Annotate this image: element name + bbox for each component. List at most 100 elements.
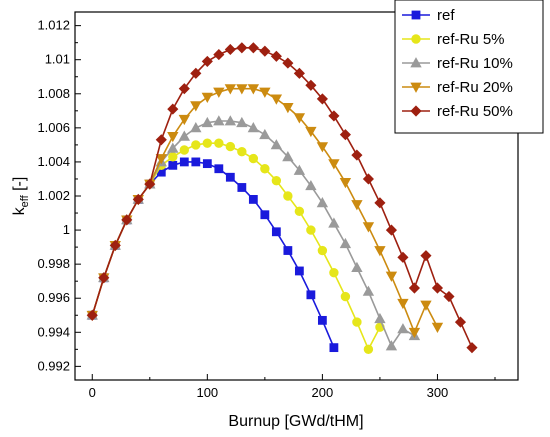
data-point [454, 316, 467, 328]
data-point [190, 101, 202, 112]
data-point [155, 134, 167, 146]
x-axis-title: Burnup [GWd/tHM] [228, 413, 363, 430]
data-point [339, 237, 352, 249]
data-point [109, 239, 121, 251]
data-point [144, 178, 156, 190]
data-point [237, 183, 247, 192]
data-point [339, 129, 351, 141]
data-point [374, 246, 386, 257]
data-point [270, 139, 283, 150]
data-point [408, 327, 421, 339]
data-point [351, 200, 363, 211]
x-tick-label: 200 [312, 385, 334, 400]
data-point [155, 154, 167, 165]
legend-label: ref-Ru 5% [437, 31, 505, 48]
series-layer [86, 42, 478, 355]
data-point [178, 130, 190, 141]
data-point [328, 110, 340, 122]
x-tick-label: 0 [89, 385, 96, 400]
data-point [190, 67, 202, 79]
data-point [282, 103, 294, 114]
legend-label: ref-Ru 20% [437, 79, 513, 96]
data-point [363, 344, 374, 355]
data-point [201, 116, 214, 128]
data-point [224, 43, 236, 56]
data-point [236, 116, 248, 128]
data-point [132, 193, 144, 205]
legend-item: ref-Ru 5% [402, 31, 505, 48]
data-point [362, 285, 375, 296]
legend-marker [411, 34, 421, 44]
data-point [167, 103, 179, 115]
data-point [328, 217, 340, 228]
legend-marker [410, 105, 422, 117]
data-point [225, 172, 235, 182]
data-point [225, 141, 236, 152]
data-point [236, 84, 248, 95]
legend-marker [410, 57, 422, 68]
data-point [178, 83, 190, 95]
data-point [224, 115, 237, 126]
data-point [408, 282, 421, 294]
data-point [270, 50, 282, 62]
legend-item: ref-Ru 10% [402, 55, 513, 72]
data-point [214, 164, 224, 174]
data-point [98, 272, 110, 284]
data-point [316, 142, 329, 153]
data-point [340, 291, 351, 302]
data-point [316, 93, 328, 105]
data-point [466, 342, 478, 354]
data-point [201, 55, 213, 67]
data-point [191, 140, 201, 150]
data-point [329, 343, 339, 353]
data-point [362, 173, 374, 185]
y-tick-label: 1.012 [37, 18, 70, 33]
data-point [178, 114, 190, 126]
legend-item: ref [402, 7, 455, 24]
data-point [259, 128, 271, 140]
data-point [397, 298, 409, 310]
data-point [293, 164, 306, 175]
data-point [168, 160, 178, 170]
data-point [167, 131, 179, 143]
data-point [283, 246, 293, 255]
data-point [420, 300, 432, 311]
data-point [293, 67, 305, 79]
data-point [305, 126, 317, 138]
data-point [443, 290, 455, 303]
data-point [294, 266, 304, 276]
data-point [374, 312, 386, 324]
y-axis-title-suffix: [-] [11, 177, 28, 196]
x-tick-label: 300 [427, 385, 449, 400]
data-point [236, 42, 248, 54]
data-point [397, 323, 409, 334]
data-point [294, 206, 305, 217]
data-point [260, 164, 270, 174]
y-tick-label: 0.996 [37, 290, 70, 305]
data-point [190, 122, 202, 133]
data-point [385, 340, 398, 351]
data-point [259, 87, 271, 98]
y-tick-label: 1.002 [37, 188, 70, 203]
data-point [260, 210, 270, 220]
legend-label: ref [437, 7, 455, 24]
y-tick-label: 1.01 [45, 52, 70, 67]
data-point [248, 195, 258, 204]
y-tick-label: 0.998 [37, 256, 70, 271]
data-point [86, 309, 98, 321]
legend-items: ref ref-Ru 5% ref-Ru 10% ref-Ru 20% ref-Ru 5… [402, 7, 513, 120]
data-point [339, 177, 352, 189]
data-point [247, 42, 259, 54]
y-tick-label: 0.994 [37, 324, 70, 339]
data-point [179, 145, 190, 155]
legend-item: ref-Ru 50% [402, 103, 513, 120]
legend-marker [410, 82, 422, 93]
legend: ref ref-Ru 5% ref-Ru 10% ref-Ru 20% ref-Ru 5… [394, 0, 544, 134]
y-axis-title: keff [-] [11, 177, 31, 216]
data-point [283, 191, 293, 201]
series-4 [86, 42, 478, 354]
x-tick-label: 100 [196, 385, 218, 400]
data-point [362, 222, 375, 233]
y-axis-title-sub: eff [19, 194, 31, 207]
data-point [270, 94, 283, 105]
